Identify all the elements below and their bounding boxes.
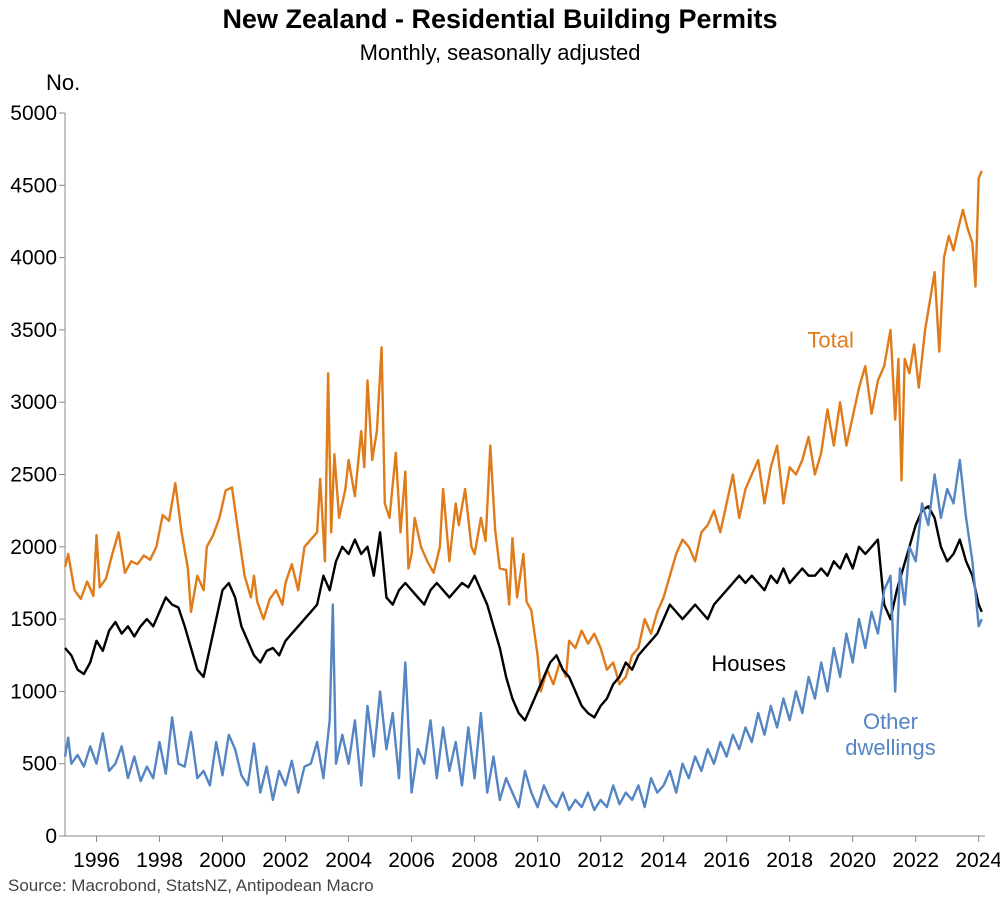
series-line-total: [63, 170, 983, 693]
x-tick-label: 2004: [325, 849, 372, 872]
y-tick-label: 5000: [10, 102, 57, 125]
x-tick-label: 2018: [766, 849, 813, 872]
x-tick-label: 2010: [514, 849, 561, 872]
x-tick-label: 2020: [829, 849, 876, 872]
series-label-houses: Houses: [711, 651, 786, 676]
x-tick-label: 2024: [955, 849, 1000, 872]
y-tick-label: 500: [22, 753, 57, 776]
x-tick-label: 2012: [577, 849, 624, 872]
series-labels: Total Houses Other dwellings: [711, 327, 935, 760]
series-label-other-dwellings: Other dwellings: [845, 709, 936, 760]
series-label-total: Total: [807, 327, 853, 352]
x-tick-label: 1996: [73, 849, 120, 872]
x-tick-label: 2000: [199, 849, 246, 872]
series-line-houses: [64, 505, 983, 722]
y-tick-label: 3000: [10, 391, 57, 414]
y-tick-label: 3500: [10, 319, 57, 342]
chart-subtitle: Monthly, seasonally adjusted: [359, 40, 641, 65]
x-tick-label: 2008: [451, 849, 498, 872]
x-tick-label: 2002: [262, 849, 309, 872]
y-tick-label: 1500: [10, 608, 57, 631]
y-tick-label: 2500: [10, 464, 57, 487]
x-tick-label: 2022: [892, 849, 939, 872]
series-layer: [63, 170, 983, 812]
y-tick-label: 0: [45, 825, 57, 848]
x-tick-label: 1998: [136, 849, 183, 872]
series-line-other-dwellings: [63, 458, 983, 812]
y-tick-label: 4000: [10, 247, 57, 270]
y-tick-label: 1000: [10, 680, 57, 703]
y-axis-unit-label: No.: [46, 70, 81, 95]
y-tick-label: 2000: [10, 536, 57, 559]
x-tick-label: 2016: [703, 849, 750, 872]
chart-title: New Zealand - Residential Building Permi…: [222, 4, 778, 34]
y-tick-label: 4500: [10, 174, 57, 197]
x-tick-label: 2014: [640, 849, 687, 872]
x-tick-label: 2006: [388, 849, 435, 872]
axes: 0 500 1000 1500 2000 2500 3000 3500 4000 4500 5000…: [10, 102, 1000, 872]
source-note: Source: Macrobond, StatsNZ, Antipodean M…: [8, 876, 374, 895]
